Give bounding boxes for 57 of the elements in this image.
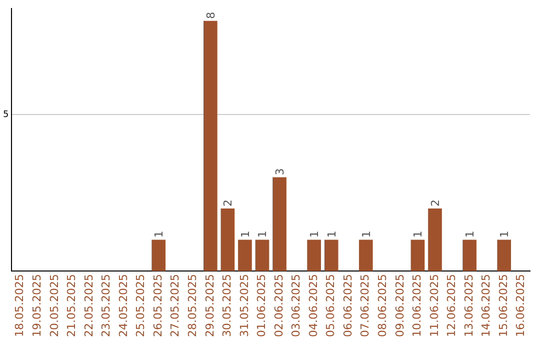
bar xyxy=(428,208,442,272)
x-tick-label: 26.05.2025 xyxy=(151,274,164,338)
y-tick-label: 5 xyxy=(2,110,9,120)
data-label: 1 xyxy=(256,230,270,238)
x-tick-label: 20.05.2025 xyxy=(48,274,61,338)
x-tick-label: 06.06.2025 xyxy=(341,274,354,338)
data-label: 1 xyxy=(464,230,477,238)
x-tick-label: 08.06.2025 xyxy=(376,274,390,338)
x-tick-label: 22.05.2025 xyxy=(82,274,96,338)
x-tick-label: 09.06.2025 xyxy=(393,274,406,338)
data-label: 1 xyxy=(152,230,166,238)
x-tick-label: 04.06.2025 xyxy=(306,274,320,338)
data-label: 1 xyxy=(238,230,252,238)
bar xyxy=(238,240,252,272)
x-tick-label: 28.05.2025 xyxy=(186,274,199,338)
x-tick-label: 14.06.2025 xyxy=(480,274,493,338)
bar xyxy=(307,240,321,272)
x-tick-label: 16.06.2025 xyxy=(514,274,528,338)
x-tick-label: 27.05.2025 xyxy=(168,274,182,338)
data-label: 1 xyxy=(412,230,425,238)
data-label: 1 xyxy=(360,230,373,238)
bar xyxy=(497,240,511,272)
bar xyxy=(220,208,235,272)
x-tick-label: 31.05.2025 xyxy=(238,274,251,338)
x-tick-label: 07.06.2025 xyxy=(358,274,372,338)
x-tick-label: 10.06.2025 xyxy=(410,274,424,338)
x-tick-label: 21.05.2025 xyxy=(65,274,78,338)
bar xyxy=(462,240,476,272)
data-label: 1 xyxy=(498,230,512,238)
data-label: 1 xyxy=(325,230,338,238)
x-tick-label: 15.06.2025 xyxy=(496,274,510,338)
x-tick-label: 19.05.2025 xyxy=(30,274,44,338)
x-tick-label: 05.06.2025 xyxy=(324,274,338,338)
x-tick-label: 11.06.2025 xyxy=(428,274,441,338)
x-tick-label: 01.06.2025 xyxy=(255,274,268,338)
bar xyxy=(410,240,425,272)
data-label: 8 xyxy=(204,12,218,19)
x-tick-label: 18.05.2025 xyxy=(13,274,26,338)
bar xyxy=(272,177,286,272)
x-tick-label: 24.05.2025 xyxy=(116,274,130,338)
x-tick-label: 03.06.2025 xyxy=(290,274,303,338)
bar xyxy=(152,240,166,272)
x-tick-label: 29.05.2025 xyxy=(203,274,216,338)
x-tick-label: 30.05.2025 xyxy=(220,274,234,338)
data-label: 3 xyxy=(274,168,286,176)
data-label: 2 xyxy=(428,199,442,206)
x-tick-label: 12.06.2025 xyxy=(445,274,458,338)
bar xyxy=(255,240,270,272)
bar xyxy=(358,240,373,272)
x-tick-label: 25.05.2025 xyxy=(134,274,148,338)
data-label: 1 xyxy=(308,230,322,238)
x-tick-label: 23.05.2025 xyxy=(100,274,113,338)
x-tick-label: 13.06.2025 xyxy=(462,274,476,338)
x-tick-label: 02.06.2025 xyxy=(272,274,286,338)
data-label: 2 xyxy=(222,199,235,206)
bar xyxy=(203,20,218,272)
bar xyxy=(324,240,338,272)
